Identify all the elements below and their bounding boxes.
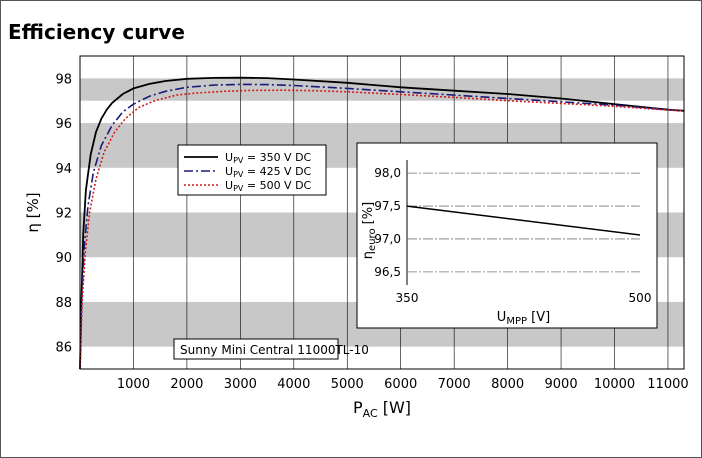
y-tick-label: 94 — [55, 162, 72, 177]
inset-series-line — [406, 205, 641, 236]
x-tick-label: 10000 — [594, 377, 635, 392]
series-line-2 — [79, 83, 685, 370]
y-tick-label: 86 — [55, 341, 72, 356]
x-tick-label: 7000 — [438, 377, 471, 392]
plot-border — [79, 55, 685, 370]
x-tick-labels: 1000 2000 3000 4000 5000 6000 7000 8000 9000 1000… — [117, 377, 689, 392]
x-tick-label: 2000 — [170, 377, 203, 392]
x-tick-label: 4000 — [277, 377, 310, 392]
legend-box — [177, 144, 327, 196]
inset-x-tick-label: 350 — [396, 291, 419, 305]
legend-label: UPV = 350 V DC — [225, 151, 312, 165]
series-line-1 — [79, 76, 685, 370]
y-tick-labels: 86 88 90 92 94 96 98 — [55, 72, 72, 355]
inset-y-tick-label: 97,0 — [374, 232, 401, 246]
euro-efficiency-inset: 98,0 97,5 97,0 96,5 350 500 UMPP [V] ηeuro [%] — [356, 142, 658, 329]
x-tick-label: 11000 — [647, 377, 688, 392]
y-axis-label: η [%] — [24, 192, 42, 232]
legend-label: UPV = 500 V DC — [225, 179, 312, 193]
y-tick-label: 88 — [55, 296, 72, 311]
inset-y-tick-label: 97,5 — [374, 199, 401, 213]
x-tick-label: 1000 — [117, 377, 150, 392]
x-tick-label: 8000 — [491, 377, 524, 392]
y-tick-label: 98 — [55, 72, 72, 87]
model-annotation: Sunny Mini Central 11000TL-10 — [173, 338, 369, 360]
page-title: Efficiency curve — [8, 20, 185, 44]
x-tick-label: 9000 — [545, 377, 578, 392]
inset-y-tick-label: 98,0 — [374, 166, 401, 180]
inset-x-axis-label: UMPP [V] — [497, 310, 550, 327]
x-tick-label: 5000 — [331, 377, 364, 392]
plot-series — [79, 76, 685, 370]
series-line-3 — [79, 89, 685, 370]
x-tick-label: 3000 — [224, 377, 257, 392]
inset-y-tick-label: 96,5 — [374, 265, 401, 279]
inset-x-tick-label: 500 — [629, 291, 652, 305]
annotation-box — [173, 338, 339, 360]
legend-label: UPV = 425 V DC — [225, 165, 312, 179]
x-tick-label: 6000 — [384, 377, 417, 392]
annotation-text: Sunny Mini Central 11000TL-10 — [180, 343, 369, 357]
y-tick-label: 92 — [55, 207, 72, 222]
y-tick-label: 90 — [55, 251, 72, 266]
y-tick-label: 96 — [55, 117, 72, 132]
x-axis-label: PAC [W] — [353, 398, 411, 420]
inset-y-axis-label: ηeuro [%] — [361, 202, 378, 259]
